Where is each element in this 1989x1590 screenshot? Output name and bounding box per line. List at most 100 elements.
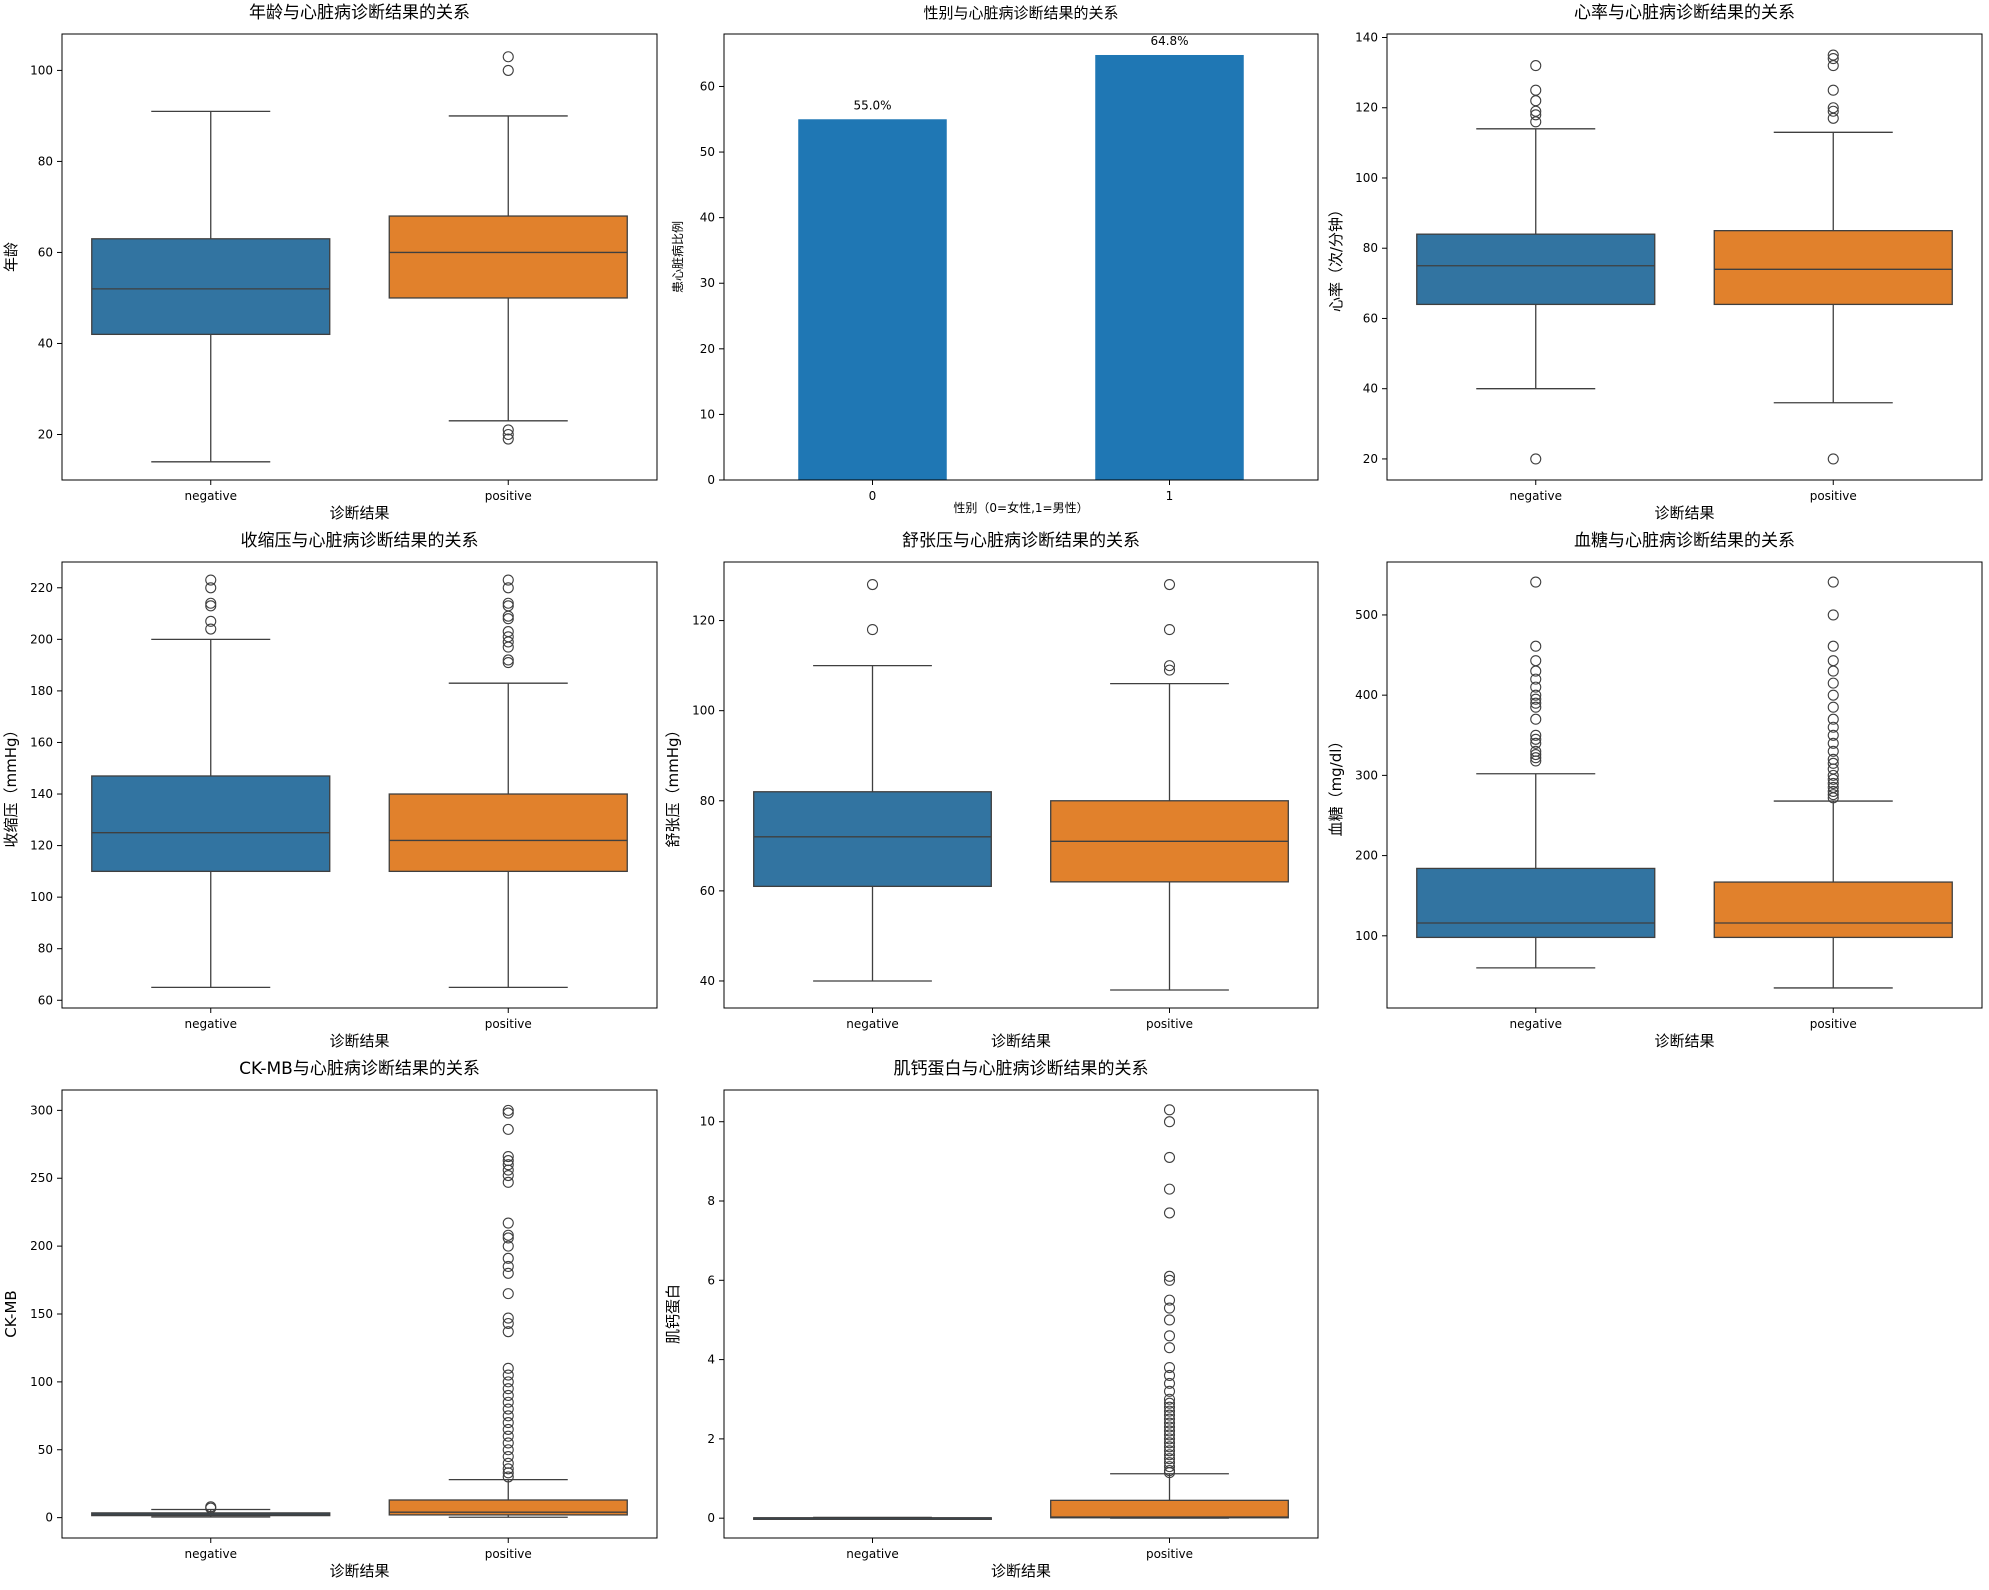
outlier-point <box>1530 673 1542 685</box>
y-axis-label: 患心脏病比例 <box>670 221 685 293</box>
x-tick-label: negative <box>1510 1017 1562 1031</box>
y-tick-label: 200 <box>30 632 53 646</box>
outlier-point <box>1827 777 1839 789</box>
outlier-point <box>1163 1441 1176 1453</box>
iqr-box <box>388 1499 628 1516</box>
outlier-point <box>1827 677 1839 689</box>
iqr-box <box>1416 233 1656 306</box>
outlier-point <box>502 1369 514 1381</box>
outlier-point <box>502 1229 514 1241</box>
y-tick-label: 20 <box>700 342 715 356</box>
outlier-point <box>502 600 514 612</box>
chart-7: 肌钙蛋白与心脏病诊断结果的关系 0 2 4 6 8 10 negative positive 诊断… <box>664 1059 1319 1580</box>
chart-title: 年龄与心脏病诊断结果的关系 <box>249 3 470 23</box>
outlier-point <box>1530 752 1542 764</box>
outlier-point <box>502 433 514 445</box>
iqr-box <box>1050 1499 1289 1519</box>
outlier-point <box>1163 1421 1176 1433</box>
iqr-box <box>388 793 628 873</box>
y-tick-label: 80 <box>38 154 53 168</box>
outlier-point <box>502 654 514 666</box>
outlier-point <box>502 1232 514 1244</box>
outlier-point <box>502 1444 514 1456</box>
outlier-point <box>205 600 217 612</box>
y-tick-label: 100 <box>1355 171 1378 185</box>
outlier-point <box>502 1457 514 1469</box>
chart-title: 肌钙蛋白与心脏病诊断结果的关系 <box>894 1059 1149 1079</box>
chart-0: 年龄与心脏病诊断结果的关系 20 40 60 80 100 negative positive… <box>2 3 658 522</box>
y-tick-label: 40 <box>1363 382 1378 396</box>
chart-title: 心率与心脏病诊断结果的关系 <box>1574 3 1795 23</box>
outlier-point <box>502 610 514 622</box>
outlier-point <box>1163 1445 1176 1457</box>
outlier-point <box>1163 578 1176 591</box>
outlier-point <box>1163 1369 1176 1382</box>
box-negative <box>91 574 331 989</box>
outlier-point <box>502 1389 514 1402</box>
outlier-point <box>1827 453 1839 465</box>
box-negative <box>1416 576 1656 969</box>
y-tick-label: 20 <box>38 427 53 441</box>
chart-2: 心率与心脏病诊断结果的关系 20 40 60 80 100 120 140 negative po… <box>1327 3 1983 522</box>
outlier-point <box>1163 1453 1176 1465</box>
y-tick-label: 30 <box>700 276 715 290</box>
y-tick-label: 160 <box>30 735 53 749</box>
outlier-point <box>1163 1151 1176 1163</box>
y-tick-label: 500 <box>1355 608 1378 622</box>
outlier-point <box>1827 781 1839 793</box>
outlier-point <box>1163 1385 1176 1397</box>
outlier-point <box>502 1260 514 1273</box>
outlier-point <box>1827 729 1839 741</box>
iqr-box <box>1416 867 1656 939</box>
iqr-box <box>753 791 992 888</box>
outlier-point <box>1827 713 1839 725</box>
outlier-point <box>205 574 217 586</box>
outlier-point <box>1163 1413 1176 1425</box>
outlier-point <box>1163 1417 1176 1429</box>
outlier-point <box>502 626 514 638</box>
y-axis-label: 收缩压（mmHg） <box>2 722 20 847</box>
y-axis-label: 年龄 <box>2 242 20 272</box>
plot-frame <box>723 1089 1319 1539</box>
outlier-point <box>502 1240 514 1252</box>
y-tick-label: 100 <box>1355 929 1378 943</box>
outlier-point <box>502 1317 514 1330</box>
outlier-point <box>1530 681 1542 693</box>
y-tick-label: 150 <box>30 1307 53 1321</box>
outlier-point <box>1530 693 1542 705</box>
outlier-point <box>502 574 514 586</box>
plot-frame <box>61 561 658 1009</box>
outlier-point <box>1163 660 1176 672</box>
outlier-point <box>1163 664 1176 676</box>
iqr-box <box>91 238 331 336</box>
outlier-point <box>1530 84 1542 96</box>
outlier-point <box>1163 1393 1176 1405</box>
outlier-point <box>502 1104 514 1116</box>
outlier-point <box>1530 745 1542 757</box>
box-negative <box>753 1516 992 1520</box>
outlier-point <box>502 1417 514 1429</box>
y-axis-label: 血糖（mg/dl） <box>1327 734 1345 837</box>
y-tick-label: 20 <box>1363 452 1378 466</box>
outlier-point <box>1827 576 1839 588</box>
outlier-point <box>1163 1274 1176 1286</box>
chart-3: 收缩压与心脏病诊断结果的关系 60 80 100 120 140 160 180 200 220 n… <box>2 531 658 1050</box>
outlier-point <box>1163 1104 1176 1116</box>
outlier-point <box>1163 1397 1176 1409</box>
outlier-point <box>205 597 217 609</box>
box-negative <box>91 1501 331 1518</box>
outlier-point <box>1530 697 1542 709</box>
outlier-point <box>1530 95 1542 107</box>
outlier-point <box>205 615 217 627</box>
y-tick-label: 40 <box>38 336 53 350</box>
y-tick-label: 180 <box>30 684 53 698</box>
y-tick-label: 60 <box>38 245 53 259</box>
outlier-point <box>502 656 514 669</box>
x-tick-label: positive <box>485 489 532 503</box>
outlier-point <box>1530 729 1542 741</box>
y-tick-label: 80 <box>38 942 53 956</box>
outlier-point <box>1163 1270 1176 1282</box>
y-tick-label: 80 <box>700 794 715 808</box>
box-negative <box>753 578 992 982</box>
